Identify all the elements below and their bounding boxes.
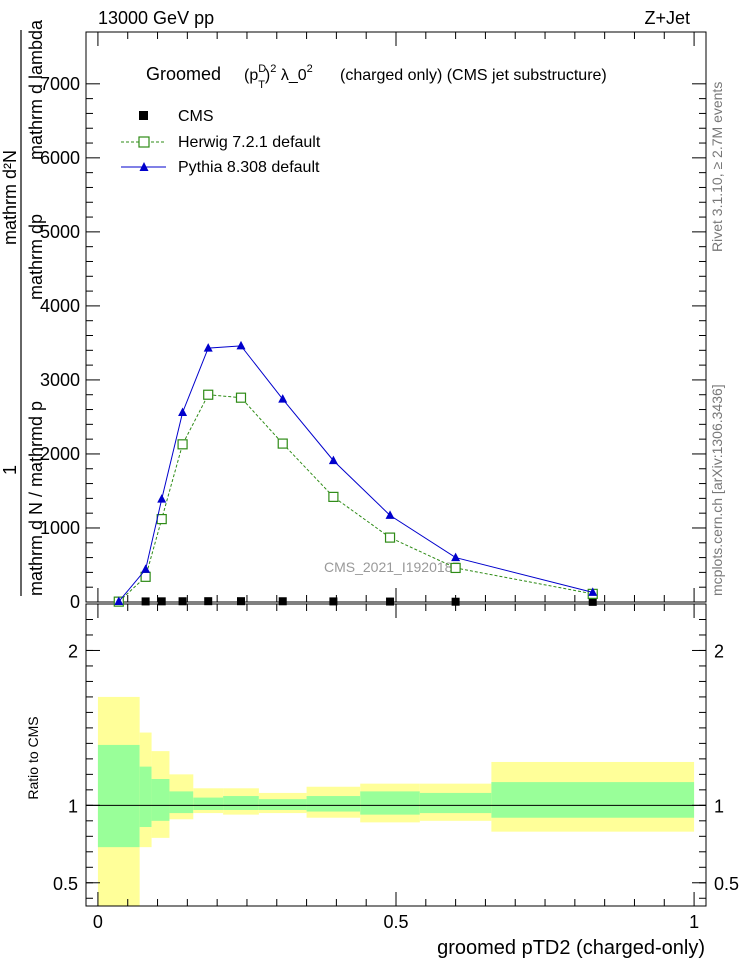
ratio-xtick-label-1: 0.5 [383,912,408,932]
main-ytick-label-0: 0 [70,592,80,612]
title-math: (pD T)2 λ_02 [244,63,313,91]
cms-point-4 [204,597,213,606]
ylabel-one: 1 [0,465,20,475]
pythia-point-0 [114,596,124,606]
main-ytick-label-5: 5000 [40,222,80,242]
main-y-label: 1 mathrm d N / mathrmd p mathrm d²N math… [0,19,46,596]
ratio-band-inner-0 [97,744,140,848]
herwig-point-6 [277,438,288,449]
herwig-point-2 [156,513,167,525]
legend-marker-herwig [138,136,150,148]
main-ytick-label-1: 1000 [40,518,80,538]
main-ytick-label-6: 6000 [40,148,80,168]
pythia-point-4 [203,343,213,352]
ratio-xtick-label-0: 0 [93,912,103,932]
ratio-ytick-label-right-0: 0.5 [714,874,739,894]
pythia-point-10 [588,587,598,596]
pythia-point-7 [328,455,338,465]
herwig-point-9 [450,562,461,574]
legend-marker-pythia [139,162,149,171]
title-rest: (charged only) (CMS jet substructure) [340,67,607,84]
chart-title: Groomed (pD T)2 λ_02 (charged only) (CMS … [146,63,607,91]
ratio-band-inner-9 [419,792,492,814]
mcplots-label: mcplots.cern.ch [arXiv:1306.3436] [709,384,725,596]
cms-point-3 [178,597,187,606]
legend-marker-cms [139,111,148,120]
pythia-point-6 [278,394,288,403]
ratio-band-inner-4 [193,797,224,810]
title-prefix: Groomed [146,64,221,84]
herwig-point-8 [384,532,396,543]
pythia-point-5 [236,340,246,350]
legend-label-1: Herwig 7.2.1 default [178,134,321,151]
pythia-point-9 [451,552,461,562]
ratio-band-inner-1 [139,766,152,828]
ratio-band-inner-6 [258,799,307,810]
legend-label-2: Pythia 8.308 default [178,159,320,176]
header-right: Z+Jet [644,8,690,28]
ratio-band-inner-5 [223,796,259,810]
herwig-point-3 [177,439,188,450]
legend-label-0: CMS [178,108,214,125]
ratio-ytick-label-2: 2 [68,641,78,661]
ratio-band-inner-3 [169,791,194,814]
ratio-ytick-label-right-2: 2 [714,641,724,661]
header-left: 13000 GeV pp [98,8,214,28]
main-ytick-label-3: 3000 [40,370,80,390]
ratio-band-inner-8 [360,791,420,815]
ratio-ytick-label-right-1: 1 [714,796,724,816]
ylabel-extra2: mathrm d lambda [26,19,46,160]
ratio-ytick-label-1: 1 [68,796,78,816]
pythia-point-3 [178,407,188,416]
cms-point-6 [278,597,287,606]
ylabel-numer: mathrm d N / mathrmd p [26,401,46,596]
ratio-plot-frame [85,603,707,907]
cms-point-8 [386,597,395,606]
cms-point-2 [157,597,166,606]
ratio-ytick-label-0: 0.5 [53,874,78,894]
pythia-point-8 [385,510,395,519]
cms-point-5 [237,597,245,606]
herwig-point-5 [235,392,247,403]
cms-point-9 [451,597,460,606]
herwig-point-7 [328,491,339,502]
watermark: CMS_2021_I1920187 [324,559,460,575]
main-ytick-label-7: 7000 [40,74,80,94]
cms-point-1 [141,597,150,606]
rivet-label: Rivet 3.1.10, ≥ 2.7M events [709,82,725,252]
main-ytick-label-4: 4000 [40,296,80,316]
x-axis-label: groomed pTD2 (charged-only) [437,937,705,959]
herwig-point-4 [203,389,214,400]
pythia-point-1 [141,564,151,573]
cms-point-7 [329,597,338,606]
ratio-band-inner-10 [491,782,695,818]
cms-point-10 [588,597,597,606]
ratio-band-inner-2 [151,779,170,821]
ylabel-extra: mathrm dp [26,214,46,300]
ratio-y-label: Ratio to CMS [25,716,41,799]
main-ytick-label-2: 2000 [40,444,80,464]
ylabel-denom: mathrm d²N [0,150,20,245]
ratio-band-inner-7 [306,796,361,812]
pythia-point-2 [157,494,167,503]
ratio-xtick-label-2: 1 [689,912,699,932]
